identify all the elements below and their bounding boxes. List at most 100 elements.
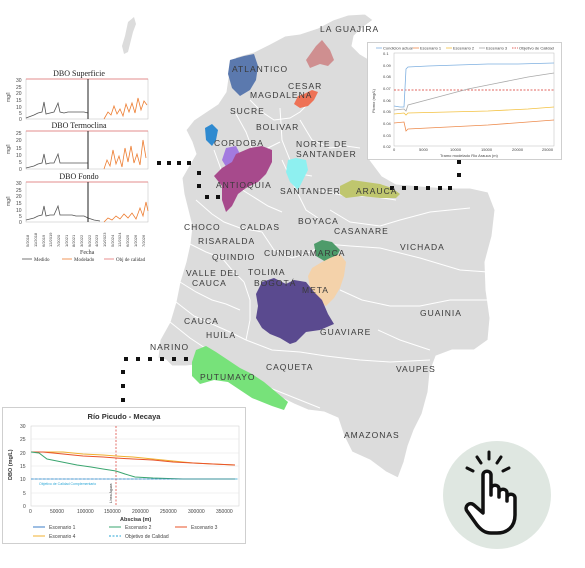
la-guajira-highlight	[306, 40, 334, 68]
y-tick: 20	[16, 138, 22, 144]
svg-text:300000: 300000	[188, 509, 205, 515]
dept-label-narino: NARINO	[150, 342, 190, 352]
modeled-line	[103, 201, 149, 223]
arauca-highlight	[340, 180, 400, 198]
picudo-chart-panel: Río Picudo - Mecaya 30 25 20 15 10 5 0 D…	[2, 407, 246, 544]
picudo-x-label: Abscisa (m)	[120, 517, 151, 523]
dept-label-sucre: SUCRE	[230, 106, 265, 116]
chart-superficie: 30 25 20 15 10 5 0 mg/l	[6, 78, 149, 123]
cesar-highlight	[294, 90, 318, 108]
svg-text:Escenario 3: Escenario 3	[486, 46, 508, 51]
picudo-objetivo-annotation: Objetivo de Calidad Complementario	[39, 482, 96, 486]
dbo-panel: DBO Superficie DBO Termoclina DBO Fondo …	[4, 68, 154, 264]
picudo-grid	[31, 438, 239, 494]
dept-label-caldas: CALDAS	[240, 222, 281, 232]
esc2-line	[393, 106, 555, 116]
y-tick: 15	[16, 201, 22, 207]
dept-label-bolivar: BOLIVAR	[256, 122, 300, 132]
chart-title-superficie: DBO Superficie	[53, 69, 105, 78]
svg-text:25: 25	[20, 437, 26, 443]
x-axis-label: Fecha	[80, 250, 95, 256]
dept-label-valle-2: CAUCA	[192, 278, 227, 288]
y-tick: 0	[19, 220, 22, 226]
y-axis-label: mg/l	[6, 93, 12, 102]
meta-highlight	[308, 254, 346, 306]
y-tick: 10	[16, 153, 22, 159]
svg-text:Objetivo de Calidad: Objetivo de Calidad	[125, 534, 169, 540]
svg-text:20: 20	[20, 451, 26, 457]
arauca-x-ticks: 0 5000 10000 15000 20000 25000	[393, 147, 554, 152]
svg-text:Condicion actual: Condicion actual	[383, 46, 413, 51]
svg-text:Escenario 2: Escenario 2	[125, 525, 152, 531]
dept-label-la-guajira: LA GUAJIRA	[320, 24, 380, 34]
picudo-title: Río Picudo - Mecaya	[88, 412, 162, 421]
svg-text:0: 0	[393, 147, 396, 152]
modeled-line	[103, 139, 147, 170]
svg-text:Escenario 2: Escenario 2	[453, 46, 475, 51]
svg-text:10: 10	[20, 477, 26, 483]
cordoba-highlight	[205, 124, 218, 146]
measured-line	[25, 101, 89, 119]
dept-label-vichada: VICHADA	[400, 242, 445, 252]
legend-objetivo: Obj de calidad	[116, 258, 146, 263]
leader-dots	[121, 160, 461, 402]
picudo-vertical-annotation: Línea Aguas	[109, 483, 113, 503]
svg-text:5/2024: 5/2024	[110, 234, 115, 247]
dept-label-guaviare: GUAVIARE	[320, 327, 372, 337]
svg-text:20000: 20000	[512, 147, 524, 152]
svg-text:12/2024: 12/2024	[117, 232, 122, 247]
svg-text:5: 5	[23, 491, 26, 497]
tap-gesture-button[interactable]	[443, 441, 551, 549]
dbo-charts-svg: 30 25 20 15 10 5 0 mg/l 25 20 15 10 5 0 …	[6, 78, 149, 263]
dept-label-magdalena: MAGDALENA	[250, 90, 313, 100]
svg-text:200000: 200000	[132, 509, 149, 515]
svg-text:25000: 25000	[542, 147, 554, 152]
svg-text:4/2023: 4/2023	[94, 234, 99, 247]
svg-text:10/2023: 10/2023	[102, 232, 107, 247]
y-tick: 5	[19, 111, 22, 117]
esc1-line	[393, 119, 555, 132]
y-tick: 0	[19, 167, 22, 173]
svg-text:9/2022: 9/2022	[87, 234, 92, 247]
arauca-legend: Condicion actual Escenario 1 Escenario 2…	[376, 46, 554, 51]
esc3-line	[393, 72, 555, 112]
svg-text:0.06: 0.06	[383, 98, 392, 103]
dept-label-meta: META	[302, 285, 329, 295]
y-tick: 10	[16, 208, 22, 214]
dept-label-amazonas: AMAZONAS	[344, 430, 400, 440]
svg-text:0.09: 0.09	[383, 63, 392, 68]
y-tick: 30	[16, 181, 22, 187]
cundinamarca-highlight	[314, 240, 340, 262]
picudo-esc2-line	[30, 451, 235, 480]
svg-text:3/2022: 3/2022	[79, 234, 84, 247]
y-tick: 15	[16, 98, 22, 104]
svg-text:0: 0	[29, 509, 32, 515]
svg-text:5/2018: 5/2018	[25, 234, 30, 247]
svg-text:15000: 15000	[481, 147, 493, 152]
y-tick: 0	[19, 117, 22, 123]
chart-title-fondo: DBO Fondo	[59, 172, 99, 181]
svg-text:0.1: 0.1	[383, 51, 389, 56]
svg-text:30: 30	[20, 424, 26, 430]
bogota-highlight	[256, 278, 334, 344]
svg-text:6/2019: 6/2019	[41, 234, 46, 247]
dept-label-caqueta: CAQUETA	[266, 362, 314, 372]
svg-text:Escenario 1: Escenario 1	[49, 525, 76, 531]
x-ticks: 5/2018 11/2018 6/2019 12/2019 7/2020 1/2…	[25, 232, 146, 247]
chart-title-termoclina: DBO Termoclina	[51, 121, 107, 130]
dept-label-casanare: CASANARE	[334, 226, 389, 236]
dept-label-choco: CHOCO	[184, 222, 221, 232]
arauca-y-label: Plomo (mg/L)	[371, 88, 376, 113]
picudo-y-ticks: 30 25 20 15 10 5 0	[20, 424, 26, 510]
dept-label-atlantico: ATLANTICO	[232, 64, 289, 74]
arauca-chart-svg: Condicion actual Escenario 1 Escenario 2…	[371, 46, 555, 158]
dept-label-cundinamarca: CUNDINAMARCA	[264, 248, 346, 258]
y-tick: 25	[16, 131, 22, 137]
svg-text:0.05: 0.05	[383, 109, 392, 114]
santander-highlight	[286, 158, 308, 190]
y-tick: 15	[16, 146, 22, 152]
y-tick: 25	[16, 188, 22, 194]
svg-text:0.04: 0.04	[383, 121, 392, 126]
svg-text:0.03: 0.03	[383, 133, 392, 138]
dept-label-boyaca: BOYACA	[298, 216, 339, 226]
